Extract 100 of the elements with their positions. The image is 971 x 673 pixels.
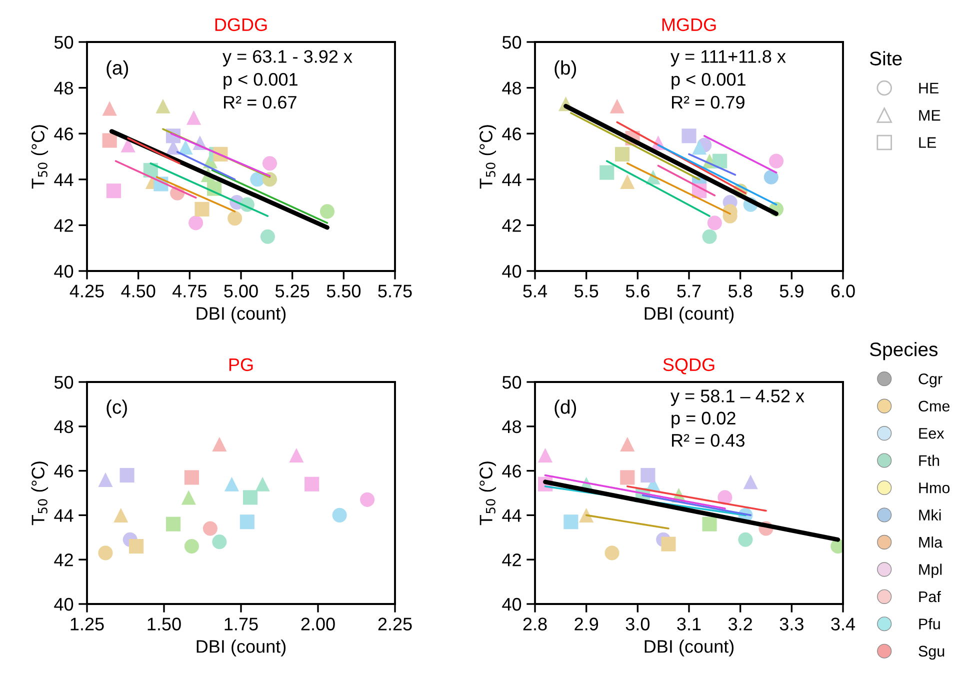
y-tick-label: 44 <box>54 509 74 522</box>
annotation: y = 63.1 - 3.92 x <box>222 50 352 66</box>
point <box>102 133 117 148</box>
legend-label: Cme <box>918 400 950 412</box>
point <box>712 154 728 168</box>
point <box>600 165 614 180</box>
y-tick-label: 44 <box>54 174 74 186</box>
x-tick-label: 2.00 <box>301 618 335 630</box>
chart-title: PG <box>229 358 253 372</box>
annotation: p = 0.02 <box>672 412 736 428</box>
point <box>610 98 624 114</box>
y-tick-label: 50 <box>502 36 522 49</box>
x-tick-label: 1.25 <box>70 618 104 630</box>
y-tick-label: 42 <box>54 219 73 232</box>
x-tick-label: 5.8 <box>728 284 752 298</box>
legend-label: Eex <box>919 428 944 439</box>
y-tick-label: 42 <box>502 554 521 566</box>
y-tick-label: 42 <box>502 219 521 232</box>
x-tick-label: 6.0 <box>831 284 855 298</box>
x-tick-label: 4.75 <box>172 284 206 298</box>
x-tick-label: 5.6 <box>626 284 650 298</box>
y-axis-title: T$_{50}$ (°C) <box>479 462 496 526</box>
x-tick-label: 1.50 <box>148 618 181 630</box>
point <box>764 170 778 184</box>
y-tick-label: 40 <box>54 264 74 278</box>
x-axis-title: DBI (count) <box>196 640 286 656</box>
annotation: (a) <box>106 60 128 79</box>
x-tick-label: 5.9 <box>780 284 804 298</box>
point <box>194 202 210 216</box>
y-tick-label: 46 <box>502 464 522 478</box>
x-tick-label: 5.25 <box>275 284 310 298</box>
y-tick-label: 50 <box>502 376 522 389</box>
x-tick-label: 3.2 <box>728 618 752 630</box>
y-tick-label: 44 <box>502 509 522 522</box>
legend-label: Cgr <box>918 374 942 388</box>
y-axis-title: T$_{50}$ (°C) <box>479 125 496 189</box>
point <box>156 98 170 114</box>
x-axis-title: DBI (count) <box>196 306 286 324</box>
chart-title: SQDG <box>663 358 714 374</box>
x-axis-title: DBI (count) <box>644 640 734 656</box>
x-tick-label: 4.50 <box>121 284 156 298</box>
x-tick-label: 4.25 <box>70 284 104 298</box>
y-tick-label: 46 <box>54 128 74 140</box>
legend-label: Sgu <box>918 646 944 660</box>
x-tick-label: 5.75 <box>378 284 412 298</box>
text: Species <box>870 342 938 360</box>
x-tick-label: 5.50 <box>326 284 361 298</box>
legend-label: ME <box>919 110 940 121</box>
annotation: y = 58.1 – 4.52 x <box>670 390 804 406</box>
x-tick-label: 1.75 <box>224 618 258 630</box>
x-axis-title: DBI (count) <box>644 306 734 324</box>
x-tick-label: 3.3 <box>780 618 804 630</box>
y-tick-label: 50 <box>54 36 74 49</box>
x-tick-label: 3.1 <box>677 618 701 630</box>
legend-label: Pfu <box>919 618 940 630</box>
x-tick-label: 3.0 <box>626 618 650 630</box>
x-tick-label: 2.9 <box>574 618 598 630</box>
legend-label: Fth <box>919 454 940 466</box>
y-tick-label: 40 <box>54 598 74 611</box>
legend-label: Hmo <box>919 482 950 494</box>
y-tick-label: 40 <box>502 598 522 611</box>
annotation: (d) <box>554 400 576 418</box>
annotation: p < 0.001 <box>672 72 746 90</box>
x-tick-label: 2.8 <box>523 618 547 630</box>
y-tick-label: 46 <box>502 128 522 140</box>
x-tick-label: 5.4 <box>523 284 548 298</box>
y-tick-label: 44 <box>502 174 522 186</box>
y-axis-title: T$_{50}$ (°C) <box>31 125 48 189</box>
annotation: R² = 0.79 <box>672 96 744 109</box>
y-tick-label: 48 <box>54 420 74 434</box>
legend-label: Paf <box>919 590 941 602</box>
y-tick-label: 40 <box>502 264 522 278</box>
chart-title: DGDG <box>215 18 267 32</box>
legend-label: Mla <box>919 536 943 548</box>
y-tick-label: 48 <box>502 420 522 434</box>
x-tick-label: 5.7 <box>677 284 701 298</box>
y-tick-label: 46 <box>54 464 74 478</box>
legend-label: Mpl <box>919 564 942 578</box>
legend-label: Mki <box>919 509 941 520</box>
legend-label: LE <box>919 137 936 148</box>
y-axis-title: T$_{50}$ (°C) <box>31 462 48 526</box>
annotation: (c) <box>106 400 127 418</box>
point <box>692 140 707 155</box>
point <box>178 140 193 155</box>
legend-label: HE <box>919 82 939 94</box>
x-tick-label: 5.5 <box>574 284 598 298</box>
chart-title: MGDG <box>662 18 716 32</box>
annotation: R² = 0.67 <box>224 96 296 109</box>
x-tick-label: 3.4 <box>831 618 856 630</box>
x-tick-label: 2.25 <box>378 618 412 630</box>
annotation: y = 111+11.8 x <box>670 50 786 66</box>
point <box>102 101 117 116</box>
annotation: R² = 0.43 <box>672 434 744 447</box>
annotation: (b) <box>554 60 576 79</box>
text: Site <box>870 51 902 66</box>
y-tick-label: 42 <box>54 554 73 566</box>
y-tick-label: 48 <box>54 82 74 95</box>
y-tick-label: 50 <box>54 376 74 389</box>
y-tick-label: 48 <box>502 82 522 95</box>
x-tick-label: 5.00 <box>224 284 258 298</box>
